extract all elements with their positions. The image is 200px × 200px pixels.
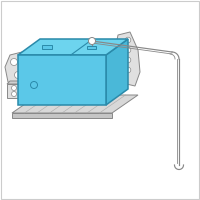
Circle shape	[12, 86, 16, 90]
Polygon shape	[42, 45, 52, 49]
Polygon shape	[12, 95, 138, 113]
Circle shape	[10, 58, 18, 66]
Circle shape	[88, 38, 96, 45]
Polygon shape	[114, 32, 140, 86]
Circle shape	[125, 37, 131, 43]
Circle shape	[102, 82, 108, 88]
Circle shape	[78, 79, 83, 84]
Circle shape	[12, 92, 16, 97]
Circle shape	[14, 72, 22, 78]
Polygon shape	[18, 39, 128, 55]
Polygon shape	[38, 62, 118, 92]
Circle shape	[30, 82, 38, 88]
Circle shape	[125, 67, 131, 73]
Polygon shape	[7, 81, 24, 84]
Polygon shape	[7, 84, 21, 98]
Polygon shape	[12, 113, 112, 118]
Polygon shape	[5, 52, 42, 88]
Circle shape	[50, 73, 54, 78]
Polygon shape	[106, 39, 128, 105]
Circle shape	[125, 47, 131, 53]
Polygon shape	[18, 55, 106, 105]
Circle shape	[24, 64, 32, 71]
Circle shape	[125, 57, 131, 63]
Polygon shape	[87, 46, 96, 49]
